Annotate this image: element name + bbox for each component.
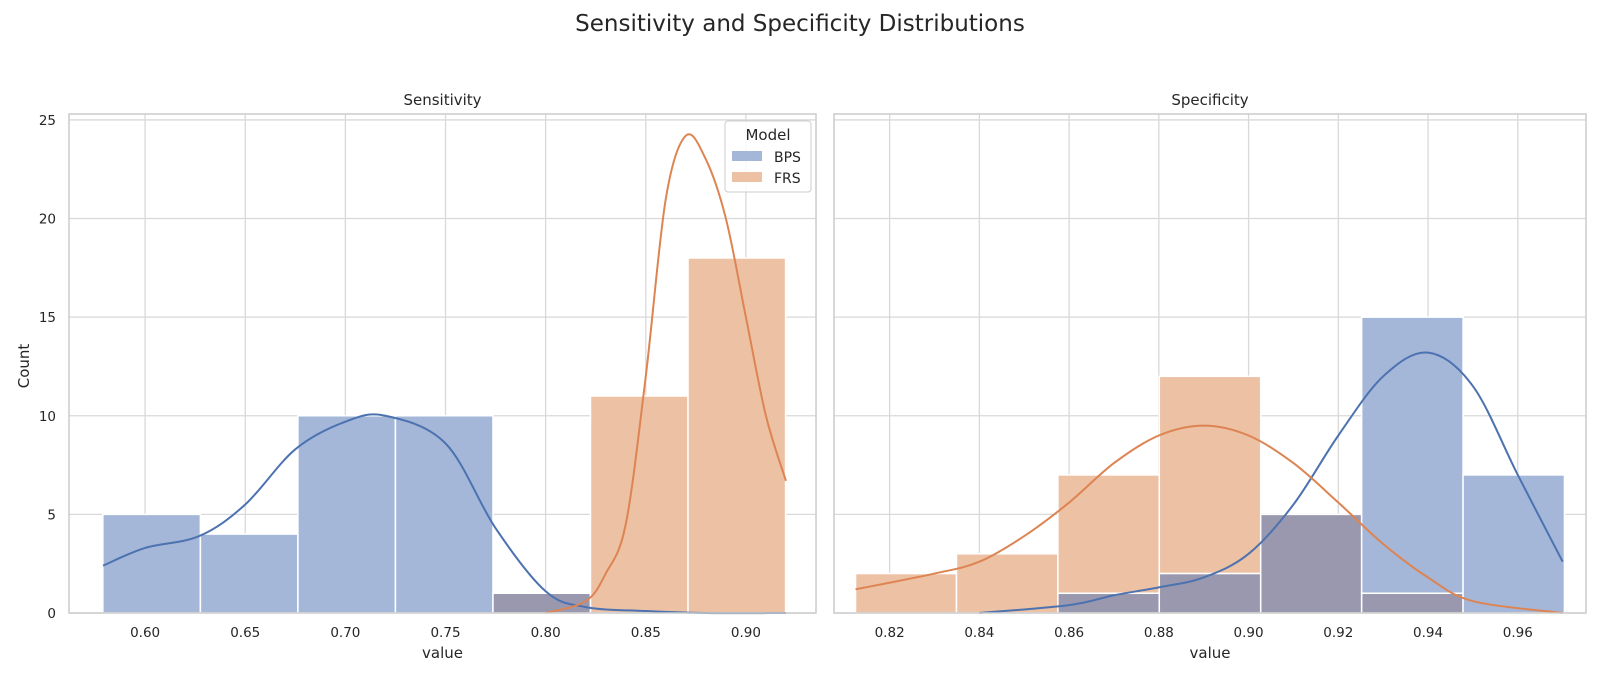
specificity-frs-bar-2	[1057, 474, 1161, 595]
specificity-xtick-label-1: 0.84	[964, 625, 994, 641]
sensitivity-ytick-label-3: 15	[39, 310, 56, 326]
y-axis-label: Count	[15, 344, 33, 389]
specificity-bps-bar-5	[1360, 316, 1464, 595]
specificity-xtick-label-0: 0.82	[875, 625, 905, 641]
specificity-xtick-label-3: 0.88	[1144, 625, 1174, 641]
sensitivity-axes-frame	[68, 113, 817, 614]
sensitivity-panel: 0.60 0.65 0.70 0.75 0.80 0.85 0.90 0 5 10 15 20 25 Se…	[39, 91, 817, 662]
legend-swatch-bps	[732, 151, 762, 161]
sensitivity-ytick-label-0: 0	[47, 606, 56, 622]
sensitivity-bps-bar-1	[199, 533, 299, 614]
figure-title: Sensitivity and Specificity Distribution…	[575, 11, 1025, 37]
sensitivity-xtick-label-5: 0.85	[631, 625, 661, 641]
sensitivity-xtick-label-4: 0.80	[531, 625, 561, 641]
sensitivity-overlap-bar-4	[492, 592, 592, 614]
legend-label-bps: BPS	[774, 150, 801, 166]
sensitivity-x-axis-label: value	[422, 644, 463, 662]
specificity-panel-title: Specificity	[1171, 91, 1248, 109]
specificity-frs-kde-line	[855, 424, 1563, 614]
specificity-overlap-bar-4	[1259, 513, 1363, 614]
sensitivity-frs-kde-line	[545, 133, 787, 614]
sensitivity-bps-bar-0	[102, 513, 202, 614]
sensitivity-bps-kde-line	[102, 413, 786, 615]
specificity-bps-bar-6	[1462, 474, 1566, 614]
specificity-frs-bar-1	[955, 553, 1059, 614]
specificity-axes-frame	[833, 113, 1587, 614]
sensitivity-xtick-label-3: 0.75	[430, 625, 460, 641]
specificity-x-axis-label: value	[1190, 644, 1231, 662]
specificity-overlap-bar-3	[1158, 572, 1262, 614]
legend-title: Model	[745, 126, 790, 144]
sensitivity-frs-bar-6	[687, 257, 787, 614]
specificity-bps-kde-line	[979, 351, 1564, 614]
specificity-xtick-label-4: 0.90	[1234, 625, 1264, 641]
sensitivity-panel-title: Sensitivity	[403, 91, 481, 109]
legend[interactable]: Model BPS FRS	[724, 120, 812, 193]
sensitivity-ytick-label-1: 5	[47, 507, 56, 523]
sensitivity-ytick-label-5: 25	[39, 113, 56, 129]
legend-swatch-frs	[732, 172, 762, 182]
specificity-xtick-label-5: 0.92	[1323, 625, 1353, 641]
specificity-xtick-label-2: 0.86	[1054, 625, 1084, 641]
sensitivity-xtick-label-0: 0.60	[130, 625, 160, 641]
specificity-panel: 0.82 0.84 0.86 0.88 0.90 0.92 0.94 0.96 Specific…	[833, 91, 1587, 662]
sensitivity-xtick-label-2: 0.70	[330, 625, 360, 641]
legend-label-frs: FRS	[774, 171, 801, 187]
sensitivity-bps-bar-3	[394, 415, 494, 614]
sensitivity-ytick-label-2: 10	[39, 409, 56, 425]
sensitivity-bps-bar-2	[297, 415, 397, 614]
specificity-overlap-bar-5	[1360, 592, 1464, 614]
sensitivity-xtick-label-1: 0.65	[230, 625, 260, 641]
specificity-frs-bar-3	[1158, 375, 1262, 575]
sensitivity-ytick-label-4: 20	[39, 212, 56, 228]
specificity-xtick-label-7: 0.96	[1503, 625, 1533, 641]
sensitivity-xtick-label-6: 0.90	[731, 625, 761, 641]
specificity-xtick-label-6: 0.94	[1413, 625, 1443, 641]
